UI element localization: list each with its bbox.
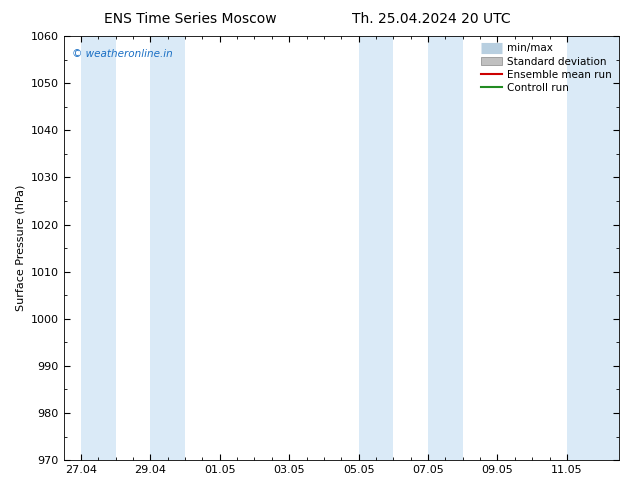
Bar xyxy=(428,36,463,460)
Bar xyxy=(359,36,393,460)
Bar xyxy=(150,36,185,460)
Text: ENS Time Series Moscow: ENS Time Series Moscow xyxy=(104,12,276,26)
Legend: min/max, Standard deviation, Ensemble mean run, Controll run: min/max, Standard deviation, Ensemble me… xyxy=(479,41,614,95)
Bar xyxy=(567,36,619,460)
Y-axis label: Surface Pressure (hPa): Surface Pressure (hPa) xyxy=(15,185,25,311)
Text: © weatheronline.in: © weatheronline.in xyxy=(72,49,172,59)
Bar xyxy=(81,36,115,460)
Text: Th. 25.04.2024 20 UTC: Th. 25.04.2024 20 UTC xyxy=(352,12,510,26)
